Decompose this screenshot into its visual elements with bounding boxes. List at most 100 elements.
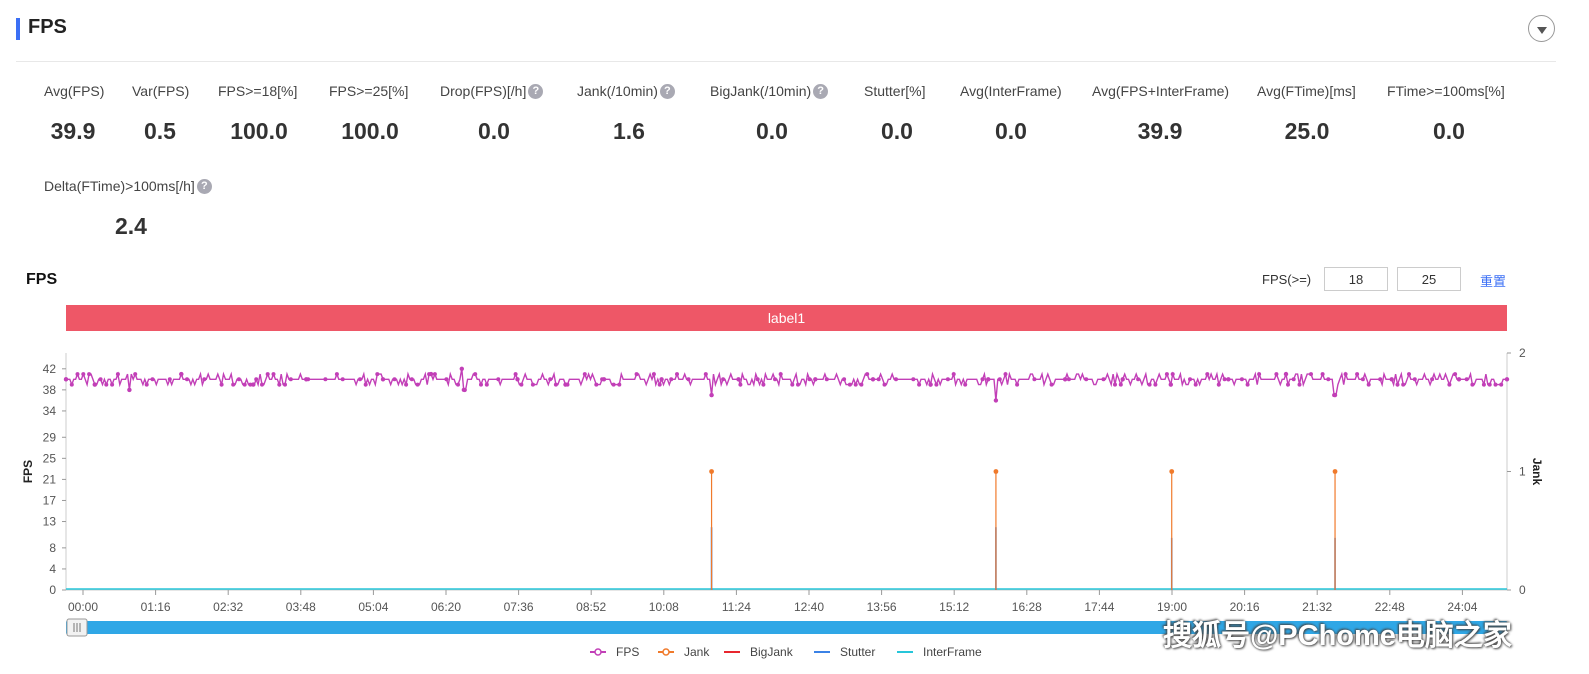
fps-point (657, 382, 662, 387)
fps-point (432, 372, 437, 377)
y-tick-label: 25 (43, 451, 57, 465)
fps-point (807, 377, 812, 382)
threshold-label: FPS(>=) (1262, 272, 1312, 287)
fps-point (1062, 377, 1068, 382)
legend-marker (594, 648, 602, 656)
legend-label[interactable]: Stutter (840, 645, 875, 659)
fps-point (1378, 377, 1383, 382)
fps-point (513, 372, 518, 377)
fps-point (686, 377, 691, 382)
metric-value: 0.0 (881, 118, 913, 144)
y-tick-label: 17 (43, 493, 57, 507)
fps-point (473, 372, 478, 377)
fps-point (1239, 377, 1244, 382)
fps-point (283, 382, 287, 387)
fps-point (1147, 382, 1152, 387)
metric-label: Drop(FPS)[/h]? (440, 83, 544, 99)
legend-label[interactable]: FPS (616, 645, 639, 659)
x-tick-label: 07:36 (504, 600, 534, 614)
metric-label: Jank(/10min)? (577, 83, 675, 99)
help-icon[interactable]: ? (813, 83, 829, 99)
threshold-low-input[interactable] (1324, 267, 1388, 291)
fps-point (1136, 377, 1141, 382)
x-tick-label: 20:16 (1230, 600, 1260, 614)
fps-point (1412, 377, 1417, 382)
y-tick-label: 13 (43, 515, 57, 529)
y2-tick-label: 0 (1519, 583, 1526, 597)
x-tick-label: 16:28 (1012, 600, 1042, 614)
help-icon[interactable]: ? (528, 83, 544, 99)
fps-point (271, 372, 276, 377)
chevron-down-icon (1536, 26, 1547, 34)
metric-label-text: Avg(InterFrame) (960, 83, 1062, 99)
fps-point (563, 382, 568, 387)
y-tick-label: 29 (43, 430, 57, 444)
fps-point (1389, 377, 1394, 382)
fps-point (859, 382, 864, 387)
metric-label-text: Delta(FTime)>100ms[/h] (44, 178, 195, 194)
fps-point (380, 377, 386, 382)
label-band[interactable]: label1 (66, 305, 1507, 331)
legend-label[interactable]: InterFrame (923, 645, 982, 659)
chart-title: FPS (26, 271, 58, 288)
metric-label: FPS>=18[%] (218, 83, 297, 99)
metric-label: Stutter[%] (864, 83, 925, 99)
fps-point (1481, 382, 1486, 387)
fps-point (1332, 392, 1338, 398)
fps-point (853, 382, 858, 387)
fps-point (1360, 377, 1365, 382)
fps-point (1493, 382, 1498, 387)
zoom-bar-track[interactable] (66, 621, 1507, 634)
legend-label[interactable]: Jank (684, 645, 710, 659)
fps-point (1326, 377, 1331, 382)
fps-point (415, 382, 420, 387)
fps-point (824, 377, 829, 382)
fps-point (1487, 382, 1492, 387)
x-tick-label: 05:04 (358, 600, 388, 614)
x-tick-label: 15:12 (939, 600, 969, 614)
y-axis-label: FPS (21, 460, 35, 483)
jank-point (1332, 469, 1338, 474)
help-icon[interactable]: ? (196, 178, 212, 194)
y2-tick-label: 1 (1519, 465, 1526, 479)
fps-point (1216, 382, 1221, 387)
metric-value: 0.5 (144, 118, 176, 144)
fps-point (479, 382, 483, 387)
fps-point (1222, 377, 1227, 382)
fps-point (98, 377, 103, 382)
fps-point (92, 382, 98, 387)
help-icon[interactable]: ? (659, 83, 675, 99)
fps-point (1504, 377, 1510, 382)
fps-point (1366, 382, 1371, 387)
fps-point (582, 372, 587, 377)
fps-point (675, 372, 679, 377)
fps-point (334, 372, 339, 377)
fps-point (842, 377, 847, 382)
fps-point (484, 382, 489, 387)
metric-value: 0.0 (1433, 118, 1465, 144)
fps-point (1188, 377, 1192, 382)
fps-point (1245, 382, 1250, 387)
metric-label: Delta(FTime)>100ms[/h]? (44, 178, 212, 194)
fps-point (167, 377, 172, 382)
reset-link[interactable]: 重置 (1480, 274, 1507, 289)
fps-point (1193, 382, 1198, 387)
fps-point (1003, 372, 1008, 377)
metric-label-text: Drop(FPS)[/h] (440, 83, 527, 99)
legend-label[interactable]: BigJank (750, 645, 794, 659)
fps-point (1205, 372, 1210, 377)
fps-point (548, 377, 553, 382)
fps-point (428, 371, 434, 377)
y-tick-label: 42 (43, 362, 57, 376)
fps-point (1164, 372, 1169, 377)
fps-point (1499, 382, 1504, 387)
collapse-button[interactable] (1528, 15, 1555, 42)
fps-point (796, 382, 800, 387)
fps-point (1456, 377, 1462, 382)
jank-point (1169, 469, 1175, 474)
fps-point (87, 372, 92, 377)
fps-point (1226, 377, 1231, 382)
fps-point (1032, 377, 1037, 382)
threshold-high-input[interactable] (1397, 267, 1461, 291)
fps-point (865, 372, 870, 377)
